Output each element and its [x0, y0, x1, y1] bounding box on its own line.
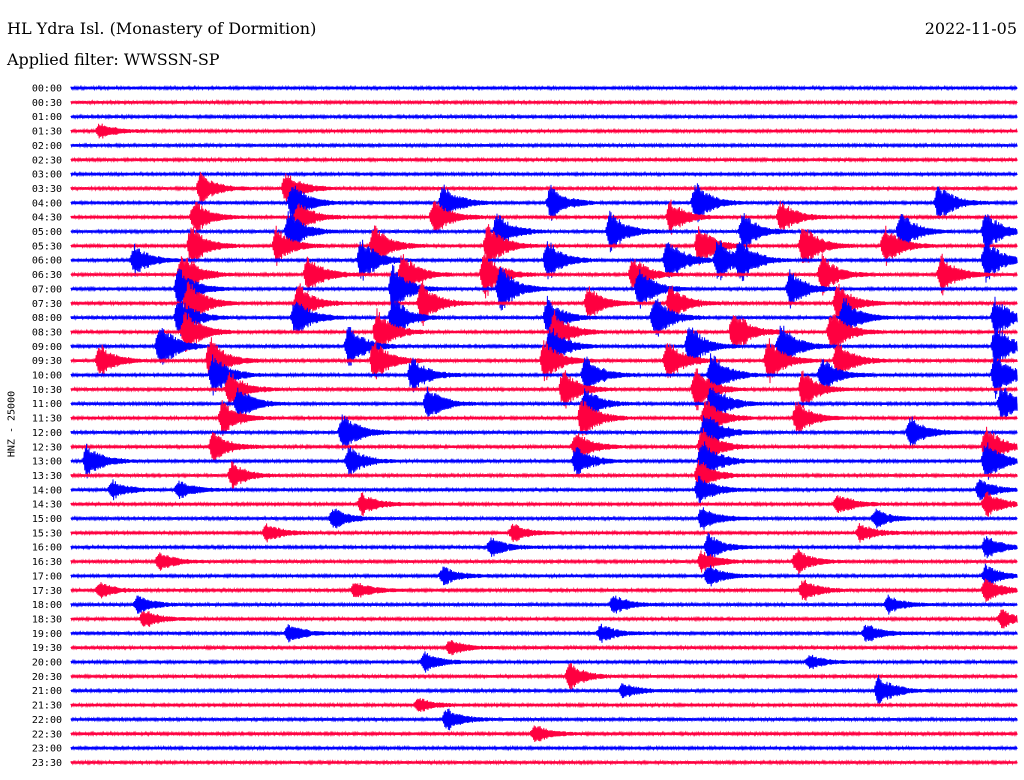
trace-time-label: 16:00 — [32, 543, 62, 554]
trace-time-label: 04:30 — [32, 213, 62, 224]
trace-time-label: 04:00 — [32, 198, 62, 209]
trace-time-label: 05:00 — [32, 227, 62, 238]
trace-time-label: 07:30 — [32, 299, 62, 310]
station-title: HL Ydra Isl. (Monastery of Dormition) — [7, 19, 317, 38]
trace-time-label: 11:00 — [32, 399, 62, 410]
filter-label: Applied filter: WWSSN-SP — [7, 50, 220, 69]
trace-time-label: 23:00 — [32, 744, 62, 755]
trace-time-label: 19:00 — [32, 629, 62, 640]
trace-time-label: 22:30 — [32, 729, 62, 740]
trace-time-label: 10:30 — [32, 385, 62, 396]
trace-time-label: 16:30 — [32, 557, 62, 568]
trace-time-label: 11:30 — [32, 414, 62, 425]
trace-time-label: 17:00 — [32, 571, 62, 582]
trace-time-label: 06:00 — [32, 256, 62, 267]
trace-time-label: 18:00 — [32, 600, 62, 611]
trace-time-label: 01:30 — [32, 127, 62, 138]
trace-time-label: 02:30 — [32, 155, 62, 166]
trace-time-label: 20:00 — [32, 658, 62, 669]
trace-time-label: 09:30 — [32, 356, 62, 367]
trace-time-label: 21:00 — [32, 686, 62, 697]
trace-time-label: 22:00 — [32, 715, 62, 726]
trace-time-label: 23:30 — [32, 758, 62, 769]
trace-time-label: 13:00 — [32, 457, 62, 468]
trace-time-label: 08:30 — [32, 327, 62, 338]
trace-time-label: 10:00 — [32, 371, 62, 382]
trace-time-label: 01:00 — [32, 112, 62, 123]
record-date: 2022-11-05 — [924, 19, 1017, 38]
trace-time-label: 12:00 — [32, 428, 62, 439]
trace-time-label: 12:30 — [32, 442, 62, 453]
trace-time-label: 05:30 — [32, 241, 62, 252]
trace-time-label: 20:30 — [32, 672, 62, 683]
trace-time-label: 13:30 — [32, 471, 62, 482]
trace-time-label: 15:00 — [32, 514, 62, 525]
trace-time-label: 09:00 — [32, 342, 62, 353]
trace-time-label: 14:30 — [32, 500, 62, 511]
trace-time-label: 00:30 — [32, 98, 62, 109]
trace-time-label: 17:30 — [32, 586, 62, 597]
trace-time-label: 03:30 — [32, 184, 62, 195]
trace-time-label: 08:00 — [32, 313, 62, 324]
trace-time-label: 02:00 — [32, 141, 62, 152]
trace-time-label: 15:30 — [32, 528, 62, 539]
trace-time-label: 14:00 — [32, 485, 62, 496]
trace-time-label: 03:00 — [32, 170, 62, 181]
trace-time-label: 21:30 — [32, 701, 62, 712]
trace-time-label: 19:30 — [32, 643, 62, 654]
trace-time-label: 07:00 — [32, 284, 62, 295]
trace-time-label: 06:30 — [32, 270, 62, 281]
trace-time-label: 00:00 — [32, 84, 62, 95]
trace-time-label: 18:30 — [32, 614, 62, 625]
